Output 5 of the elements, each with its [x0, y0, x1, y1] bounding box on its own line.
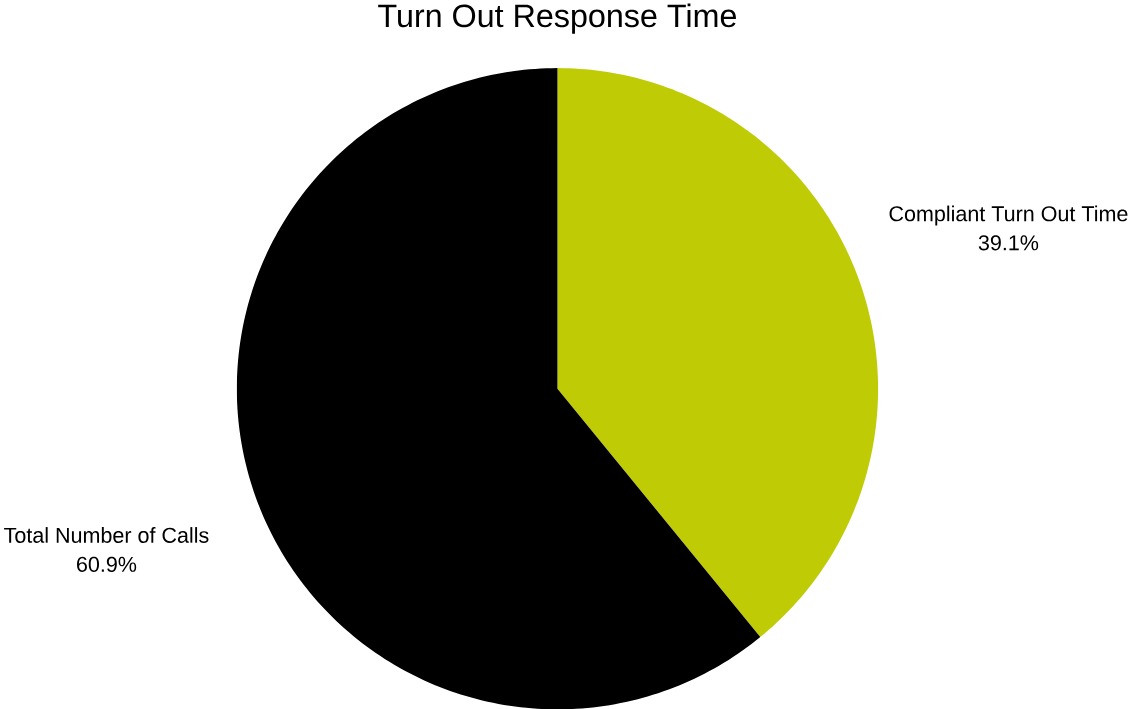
slice-label: Compliant Turn Out Time	[889, 205, 1128, 226]
data-label: 39.1%	[978, 234, 1039, 251]
data-label: 60.9%	[77, 556, 137, 572]
chart-title: Turn Out Response Time	[378, 3, 736, 34]
slice-label: Total Number of Calls	[4, 526, 209, 543]
